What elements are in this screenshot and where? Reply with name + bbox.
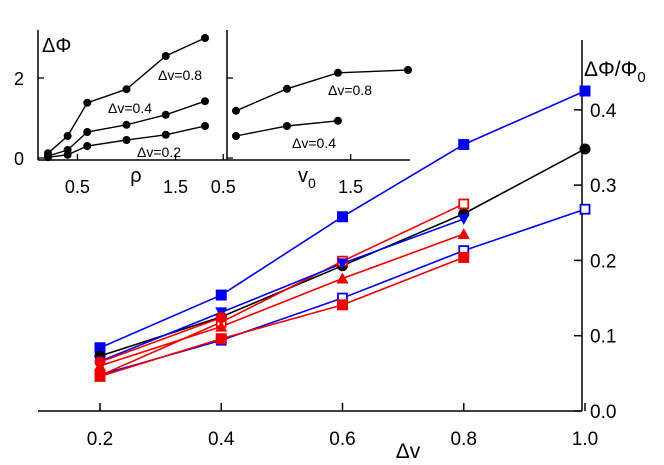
series-line xyxy=(99,316,222,363)
main-y-tick-label: 0.0 xyxy=(590,402,616,423)
main-y-tick-label: 0.4 xyxy=(590,101,617,122)
series-3 xyxy=(99,203,465,377)
data-point-square-filled xyxy=(458,138,470,150)
main-x-tick-label: 0.4 xyxy=(208,429,235,450)
data-point-triangle xyxy=(457,228,470,240)
inset-data-point xyxy=(201,122,209,130)
data-point-triangle xyxy=(336,272,349,284)
inset-x-tick-label: 1.5 xyxy=(163,177,188,197)
inset-data-point xyxy=(201,34,209,42)
inset-right-x-axis-title: v0 xyxy=(298,165,316,191)
inset-data-point xyxy=(333,116,342,125)
inset-data-point xyxy=(161,110,170,119)
data-point-square-filled xyxy=(458,251,470,263)
inset-right-series-1 xyxy=(232,116,342,140)
inset-series-label: Δv=0.4 xyxy=(108,100,152,116)
series-line xyxy=(99,233,465,367)
data-point-square-open xyxy=(458,198,470,210)
inset-data-point xyxy=(122,136,131,144)
main-x-tick-label: 0.8 xyxy=(451,429,477,450)
data-point-square-filled xyxy=(579,85,591,97)
inset-data-point xyxy=(44,153,52,162)
series-line xyxy=(99,256,465,378)
inset-left-series-0 xyxy=(44,34,209,158)
inset-x-tick-label: 0.5 xyxy=(211,177,236,197)
inset-data-point xyxy=(63,150,72,159)
main-x-tick-label: 0.6 xyxy=(329,429,355,450)
main-plot: 0.2 0.4 0.6 0.8 1.0 0.0 0.1 0.2 0.3 0.4 Δv ΔΦ/Φ0 xyxy=(38,40,646,463)
inset-data-point xyxy=(201,97,209,106)
inset-data-point xyxy=(404,66,412,74)
inset-x-tick-label: 0.5 xyxy=(65,177,90,197)
inset-x-tick-label: 1.5 xyxy=(338,177,363,197)
inset-background xyxy=(38,30,410,160)
series-line xyxy=(99,203,465,377)
series-6 xyxy=(99,218,465,363)
inset-series-label: Δv=0.2 xyxy=(137,144,181,160)
data-point-square-filled xyxy=(215,289,227,301)
inset-data-point xyxy=(333,68,342,77)
data-point-square-filled xyxy=(337,299,348,311)
main-x-tick-label: 1.0 xyxy=(572,429,598,450)
series-markers-0 xyxy=(94,85,591,354)
inset-series-line xyxy=(235,69,409,112)
series-5 xyxy=(99,256,465,378)
inset-data-point xyxy=(83,128,92,136)
inset-data-point xyxy=(63,132,72,140)
inset-series-label: Δv=0.8 xyxy=(328,82,372,98)
inset-data-point xyxy=(83,98,92,107)
data-point-circle xyxy=(215,312,227,324)
inset-data-point xyxy=(282,84,291,93)
data-point-triangle-down xyxy=(336,258,349,270)
series-line xyxy=(99,218,465,363)
data-point-square-filled xyxy=(94,342,106,354)
inset-data-point xyxy=(161,52,170,60)
series-7 xyxy=(99,316,222,363)
series-4 xyxy=(99,233,465,367)
inset-left-series-2 xyxy=(44,122,209,162)
inset-series-label: Δv=0.4 xyxy=(292,135,336,151)
inset-y-axis-title: ΔΦ xyxy=(42,35,71,57)
inset-data-point xyxy=(232,106,240,115)
inset-data-point xyxy=(122,85,131,94)
data-point-square-open xyxy=(579,203,591,215)
series-markers-5 xyxy=(94,251,470,382)
main-y-axis-title: ΔΦ/Φ0 xyxy=(584,58,646,86)
inset-data-point xyxy=(282,122,291,130)
data-point-triangle xyxy=(215,320,228,332)
inset-y-tick-label: 0 xyxy=(14,149,24,169)
inset-data-point xyxy=(232,132,240,140)
inset-data-point xyxy=(83,142,92,150)
inset-series-line xyxy=(47,37,206,154)
series-line xyxy=(99,208,586,376)
inset-series-label: Δv=0.8 xyxy=(158,67,202,83)
inset-right-series-0 xyxy=(232,66,412,115)
series-2 xyxy=(99,208,586,376)
main-y-tick-label: 0.2 xyxy=(590,251,616,272)
main-y-tick-label: 0.1 xyxy=(590,327,616,348)
inset-left-x-axis-title: ρ xyxy=(130,165,141,187)
inset-y-tick-label: 2 xyxy=(14,69,24,89)
inset-plot: ΔΦ 0 2 0.5 1.5 0.5 1.5 Δv=0.8 Δv=0.4 Δv=0.2 Δv… xyxy=(14,30,412,197)
inset-data-point xyxy=(122,120,131,129)
data-point-triangle-down xyxy=(457,214,470,225)
data-point-circle xyxy=(94,356,106,368)
main-x-tick-label: 0.2 xyxy=(87,429,113,450)
main-x-axis-title: Δv xyxy=(396,440,421,463)
data-point-circle xyxy=(579,143,591,155)
series-markers-7 xyxy=(94,312,227,368)
data-point-square-filled xyxy=(94,370,106,382)
data-point-square-filled xyxy=(337,211,348,223)
series-markers-2 xyxy=(94,203,591,381)
main-y-tick-label: 0.3 xyxy=(590,176,616,197)
inset-data-point xyxy=(161,130,170,139)
data-point-square-filled xyxy=(215,333,227,345)
